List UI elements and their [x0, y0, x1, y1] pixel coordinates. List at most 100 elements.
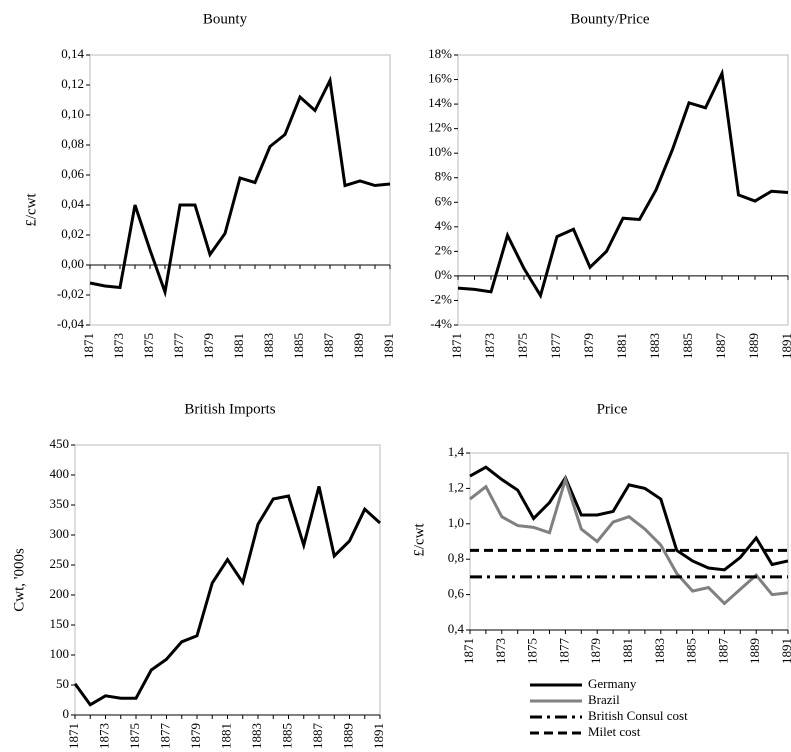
chart-title: British Imports — [184, 401, 275, 417]
y-tick-label: 0,10 — [61, 106, 84, 121]
y-tick-label: 18% — [428, 46, 452, 61]
y-axis-label: £/cwt — [23, 193, 39, 227]
y-tick-label: 0,6 — [448, 586, 465, 601]
x-tick-label: 1883 — [249, 723, 264, 749]
y-tick-label: 1,0 — [448, 515, 464, 530]
y-tick-label: 150 — [50, 616, 70, 631]
y-axis-label: £/cwt — [411, 523, 427, 557]
x-tick-label: 1891 — [779, 333, 791, 359]
y-tick-label: 250 — [50, 556, 70, 571]
legend-label: British Consul cost — [588, 708, 688, 723]
plot-frame — [89, 54, 391, 326]
data-line — [469, 474, 789, 606]
y-tick-label: -0,04 — [57, 316, 85, 331]
x-tick-label: 1875 — [515, 333, 530, 359]
x-tick-label: 1877 — [157, 723, 172, 750]
x-tick-label: 1875 — [141, 333, 156, 359]
data-line — [469, 465, 789, 572]
x-tick-label: 1873 — [493, 638, 508, 664]
x-tick-label: 1881 — [218, 723, 233, 749]
x-tick-label: 1873 — [482, 333, 497, 359]
x-tick-label: 1881 — [620, 638, 635, 664]
y-tick-label: 0,02 — [61, 226, 84, 241]
y-tick-label: 0 — [63, 706, 70, 721]
x-tick-label: 1887 — [715, 638, 730, 665]
y-tick-label: 0,06 — [61, 166, 84, 181]
y-tick-label: -4% — [430, 316, 452, 331]
y-tick-label: 2% — [435, 242, 453, 257]
y-tick-label: 0,08 — [61, 136, 84, 151]
x-tick-label: 1883 — [647, 333, 662, 359]
legend-label: Germany — [588, 676, 637, 691]
x-tick-label: 1887 — [321, 333, 336, 360]
x-tick-label: 1881 — [614, 333, 629, 359]
y-tick-label: 0,14 — [61, 46, 84, 61]
data-line — [73, 486, 382, 707]
y-axis-label: Cwt, '000s — [11, 548, 27, 612]
x-tick-label: 1873 — [111, 333, 126, 359]
x-tick-label: 1875 — [525, 638, 540, 664]
x-tick-label: 1891 — [381, 333, 396, 359]
y-tick-label: 0,04 — [61, 196, 84, 211]
y-tick-label: -2% — [430, 291, 452, 306]
x-tick-label: 1877 — [171, 333, 186, 360]
data-line — [457, 68, 789, 300]
y-tick-label: 6% — [435, 193, 453, 208]
x-tick-label: 1891 — [371, 723, 386, 749]
y-tick-label: -0,02 — [57, 286, 84, 301]
x-tick-label: 1889 — [340, 723, 355, 749]
x-tick-label: 1891 — [779, 638, 791, 664]
x-tick-label: 1889 — [746, 333, 761, 359]
x-tick-label: 1871 — [66, 723, 81, 749]
x-tick-label: 1889 — [747, 638, 762, 664]
chart-title: Bounty/Price — [570, 11, 650, 27]
x-tick-label: 1879 — [581, 333, 596, 359]
x-tick-label: 1883 — [261, 333, 276, 359]
x-tick-label: 1875 — [127, 723, 142, 749]
x-tick-label: 1885 — [684, 638, 699, 664]
plot-frame — [74, 444, 381, 716]
y-tick-label: 14% — [428, 95, 452, 110]
x-tick-label: 1887 — [310, 723, 325, 750]
legend-label: Brazil — [588, 692, 620, 707]
y-tick-label: 0% — [435, 267, 453, 282]
x-tick-label: 1881 — [231, 333, 246, 359]
x-tick-label: 1879 — [588, 638, 603, 664]
x-tick-label: 1877 — [548, 333, 563, 360]
y-tick-label: 0,00 — [61, 256, 84, 271]
x-tick-label: 1887 — [713, 333, 728, 360]
x-tick-label: 1879 — [188, 723, 203, 749]
x-tick-label: 1871 — [449, 333, 464, 359]
chart-title: Price — [597, 401, 628, 417]
x-tick-label: 1871 — [461, 638, 476, 664]
x-tick-label: 1885 — [680, 333, 695, 359]
y-tick-label: 4% — [435, 218, 453, 233]
y-tick-label: 200 — [50, 586, 70, 601]
y-tick-label: 10% — [428, 144, 452, 159]
x-tick-label: 1871 — [81, 333, 96, 359]
y-tick-label: 1,4 — [448, 444, 465, 459]
x-tick-label: 1879 — [201, 333, 216, 359]
y-tick-label: 50 — [56, 676, 69, 691]
chart-title: Bounty — [203, 11, 248, 27]
y-tick-label: 0,4 — [448, 621, 465, 636]
plot-frame — [457, 54, 789, 326]
y-tick-label: 100 — [50, 646, 70, 661]
x-tick-label: 1889 — [351, 333, 366, 359]
x-tick-label: 1873 — [96, 723, 111, 749]
y-tick-label: 0,12 — [61, 76, 84, 91]
y-tick-label: 450 — [50, 436, 70, 451]
y-tick-label: 12% — [428, 120, 452, 135]
plot-frame — [469, 452, 789, 631]
x-tick-label: 1883 — [652, 638, 667, 664]
y-tick-label: 8% — [435, 169, 453, 184]
x-tick-label: 1885 — [291, 333, 306, 359]
data-line — [89, 75, 391, 298]
y-tick-label: 400 — [50, 466, 70, 481]
y-tick-label: 0,8 — [448, 550, 464, 565]
y-tick-label: 1,2 — [448, 479, 464, 494]
x-tick-label: 1885 — [279, 723, 294, 749]
y-tick-label: 16% — [428, 71, 452, 86]
legend-label: Milet cost — [588, 724, 641, 739]
